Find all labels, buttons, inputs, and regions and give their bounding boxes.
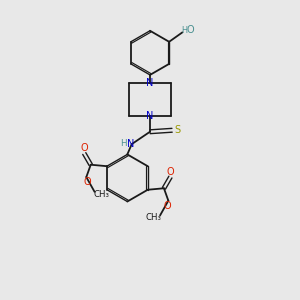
Text: O: O <box>167 167 174 177</box>
Text: N: N <box>146 78 154 88</box>
Text: O: O <box>83 177 91 188</box>
Text: O: O <box>187 25 194 35</box>
Text: H: H <box>181 26 187 34</box>
Text: N: N <box>146 110 154 121</box>
Text: CH₃: CH₃ <box>145 213 161 222</box>
Text: CH₃: CH₃ <box>94 190 109 199</box>
Text: O: O <box>164 201 172 211</box>
Text: N: N <box>127 139 134 148</box>
Text: S: S <box>174 125 180 135</box>
Text: H: H <box>120 139 127 148</box>
Text: O: O <box>80 143 88 153</box>
